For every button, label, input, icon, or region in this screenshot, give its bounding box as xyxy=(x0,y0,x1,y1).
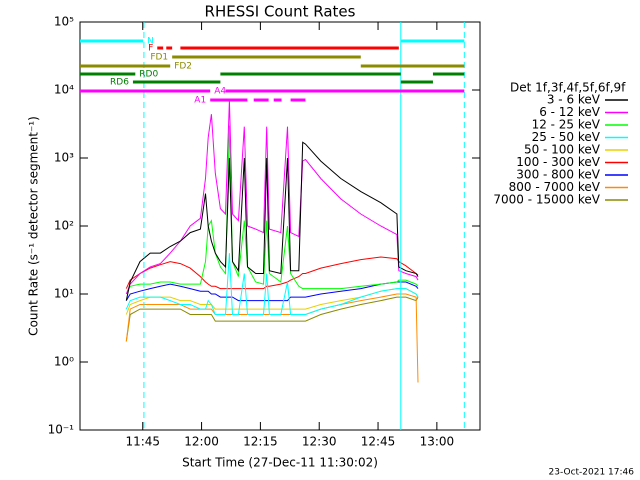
x-tick-label: 12:15 xyxy=(243,435,278,449)
y-axis-label: Count Rate (s⁻¹ detector segment⁻¹) xyxy=(27,116,41,336)
y-tick-label: 10³ xyxy=(54,151,74,165)
x-tick-label: 12:45 xyxy=(361,435,396,449)
chart-title: RHESSI Count Rates xyxy=(205,3,356,21)
y-tick-label: 10⁴ xyxy=(54,83,74,97)
flag-label: A1 xyxy=(194,96,206,106)
footer: 23-Oct-2021 17:46 xyxy=(549,468,635,478)
x-tick-label: 11:45 xyxy=(125,435,160,449)
series-line xyxy=(125,253,419,315)
x-axis-label: Start Time (27-Dec-11 11:30:02) xyxy=(182,456,378,470)
x-tick-label: 12:00 xyxy=(184,435,219,449)
flag-label: RD6 xyxy=(110,78,129,88)
y-tick-label: 10⁵ xyxy=(54,15,74,29)
x-tick-label: 12:30 xyxy=(302,435,337,449)
y-tick-label: 10² xyxy=(54,219,74,233)
legend-label: 3 - 6 keV xyxy=(547,93,601,107)
flag-label: FD2 xyxy=(174,62,192,72)
flag-label: F xyxy=(148,44,153,54)
legend-title: Det 1f,3f,4f,5f,6f,9f xyxy=(510,81,626,95)
x-tick-label: 13:00 xyxy=(420,435,455,449)
series-line xyxy=(125,100,419,295)
series-line xyxy=(125,256,419,290)
series-line xyxy=(125,296,419,342)
series-line xyxy=(125,281,419,302)
y-tick-label: 10¹ xyxy=(54,287,74,301)
legend-label: 7000 - 15000 keV xyxy=(493,193,600,207)
legend-label: 800 - 7000 keV xyxy=(509,180,601,194)
flag-label: FD1 xyxy=(150,53,168,63)
flag-label: N xyxy=(147,37,154,47)
y-tick-label: 10⁰ xyxy=(54,355,74,369)
flag-label: A4 xyxy=(214,87,226,97)
y-tick-label: 10⁻¹ xyxy=(48,423,75,437)
series-line xyxy=(125,141,419,301)
legend-label: 12 - 25 keV xyxy=(532,118,601,132)
legend-label: 50 - 100 keV xyxy=(524,143,601,157)
flag-label: RD0 xyxy=(139,70,158,80)
legend-label: 100 - 300 keV xyxy=(516,155,600,169)
legend-label: 25 - 50 keV xyxy=(532,130,601,144)
legend-label: 300 - 800 keV xyxy=(516,168,600,182)
legend-label: 6 - 12 keV xyxy=(539,105,601,119)
